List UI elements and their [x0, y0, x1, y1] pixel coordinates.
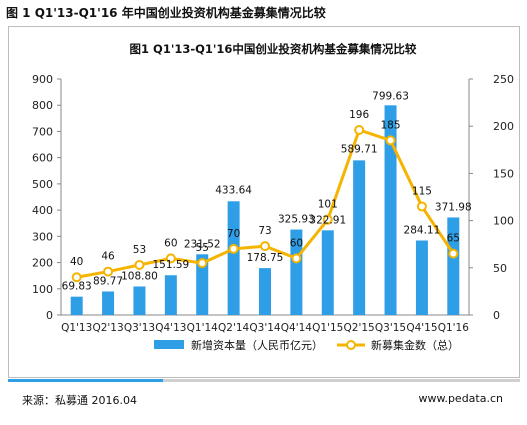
legend-line-label: 新募集金数（总） [371, 338, 459, 352]
line-point [71, 272, 82, 283]
chart-title: 图1 Q1'13-Q1'16中国创业投资机构基金募集情况比较 [130, 42, 417, 56]
left-tick-label: 900 [32, 73, 53, 86]
right-tick-label: 100 [493, 215, 514, 228]
line-value-label: 55 [196, 242, 209, 254]
line-value-label: 40 [70, 256, 83, 268]
bar [133, 286, 146, 315]
line-point [354, 124, 365, 135]
bar [164, 275, 177, 315]
line-point [260, 241, 270, 252]
bar-value-label: 284.11 [404, 225, 441, 237]
bar [447, 217, 460, 315]
bar-value-label: 325.93 [278, 214, 315, 226]
bar [227, 201, 240, 315]
right-tick-label: 200 [493, 120, 514, 133]
bar-value-label: 108.80 [121, 270, 158, 282]
line-point [165, 253, 176, 264]
chart: 图1 Q1'13-Q1'16中国创业投资机构基金募集情况比较 0 100 200 300… [32, 42, 514, 352]
bar [415, 240, 428, 315]
bar-value-label: 433.64 [215, 184, 252, 196]
bar-value-label: 178.75 [247, 252, 284, 264]
left-tick-label: 300 [32, 230, 53, 243]
line-value-label: 185 [381, 119, 401, 131]
line-value-label: 46 [101, 251, 115, 263]
source-note: 来源：私募通 2016.04 [22, 394, 137, 407]
line-value-label: 73 [258, 225, 271, 237]
bar-value-label: 371.98 [435, 201, 472, 213]
category-label: Q1'13 [61, 322, 92, 334]
category-label: Q2'15 [344, 322, 375, 334]
chart-panel: 图1 Q1'13-Q1'16中国创业投资机构基金募集情况比较 0 100 200 300… [8, 26, 520, 378]
line-point [103, 266, 114, 277]
category-label: Q1'15 [312, 322, 343, 334]
line-point [416, 201, 427, 212]
category-label: Q3'14 [249, 322, 281, 334]
bar [259, 268, 271, 315]
bar-value-label: 89.77 [93, 275, 123, 287]
site-url: www.pedata.cn [418, 392, 503, 405]
line-point [134, 259, 145, 270]
bar-value-label: 231.52 [184, 238, 221, 250]
legend-line-marker [346, 340, 356, 350]
bar [102, 291, 115, 315]
category-label: Q1'14 [187, 322, 219, 334]
bar-value-label: 69.83 [62, 281, 92, 293]
line-point [448, 248, 459, 259]
line-point [291, 253, 302, 264]
bar [196, 254, 209, 315]
bar [353, 160, 366, 315]
bar [70, 296, 83, 315]
left-tick-label: 400 [32, 204, 53, 217]
right-tick-label: 50 [493, 262, 507, 275]
line-value-label: 65 [447, 233, 460, 245]
category-label: Q4'14 [281, 322, 313, 334]
line-value-label: 60 [164, 237, 177, 249]
category-label: Q2'13 [92, 322, 123, 334]
right-tick-label: 0 [493, 309, 500, 322]
left-tick-label: 800 [32, 99, 53, 112]
bar-value-label: 799.63 [372, 90, 409, 102]
bar-value-label: 151.59 [152, 259, 189, 271]
left-tick-label: 700 [32, 125, 53, 138]
left-tick-label: 200 [32, 257, 53, 270]
category-label: Q1'16 [438, 322, 470, 334]
line-value-label: 60 [290, 237, 303, 249]
line-value-label: 101 [318, 199, 338, 211]
bar [321, 230, 334, 315]
bar [290, 229, 303, 315]
category-label: Q4'15 [406, 322, 437, 334]
line-point [322, 214, 333, 225]
category-label: Q2'14 [218, 322, 250, 334]
left-tick-label: 0 [46, 309, 53, 322]
footer-divider [8, 379, 520, 382]
line-value-label: 115 [412, 185, 432, 197]
category-label: Q3'15 [375, 322, 406, 334]
line-point [385, 135, 396, 146]
category-label: Q3'13 [124, 322, 155, 334]
footer-divider-accent [8, 379, 163, 382]
line-value-label: 53 [133, 244, 146, 256]
legend-bar-label: 新增资本量（人民币亿元） [191, 338, 323, 352]
line-point [197, 258, 208, 269]
left-tick-label: 100 [32, 283, 53, 296]
line-value-label: 70 [227, 228, 240, 240]
page-title: 图 1 Q1'13-Q1'16 年中国创业投资机构基金募集情况比较 [6, 6, 326, 20]
line-value-label: 196 [349, 109, 369, 121]
bar [384, 105, 397, 315]
right-tick-label: 150 [493, 167, 514, 180]
left-tick-label: 500 [32, 178, 53, 191]
bar-value-label: 589.71 [341, 143, 378, 155]
left-tick-label: 600 [32, 152, 53, 165]
legend-bar-swatch [154, 340, 184, 349]
line-point [228, 243, 239, 254]
right-tick-label: 250 [493, 73, 514, 86]
bar-value-label: 322.91 [309, 214, 346, 226]
category-label: Q4'13 [155, 322, 186, 334]
